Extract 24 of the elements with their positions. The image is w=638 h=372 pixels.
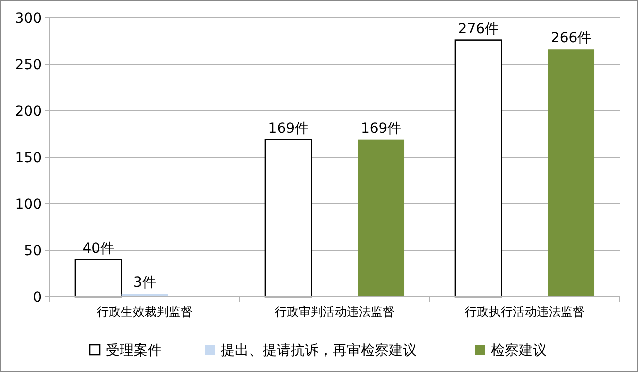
data-label: 266件 bbox=[550, 30, 592, 47]
y-tick-label: 200 bbox=[15, 104, 42, 120]
bar bbox=[548, 50, 595, 297]
legend-label: 检察建议 bbox=[491, 342, 547, 359]
y-tick-label: 100 bbox=[15, 196, 42, 213]
bar bbox=[264, 139, 312, 298]
y-tick-label: 150 bbox=[15, 150, 42, 166]
bar bbox=[358, 140, 405, 297]
data-label: 276件 bbox=[458, 21, 500, 38]
data-label: 3件 bbox=[134, 275, 156, 292]
y-tick-label: 50 bbox=[24, 243, 42, 260]
legend-label: 提出、提请抗诉，再审检察建议 bbox=[221, 342, 417, 359]
data-label: 40件 bbox=[82, 240, 115, 257]
bar bbox=[74, 259, 122, 298]
data-label: 169件 bbox=[268, 120, 310, 137]
y-tick-label: 0 bbox=[33, 290, 42, 306]
x-tick-label: 行政执行活动违法监督 bbox=[465, 305, 585, 319]
legend-label: 受理案件 bbox=[106, 342, 162, 359]
y-tick-label: 250 bbox=[15, 57, 42, 74]
x-tick-label: 行政生效裁判监督 bbox=[97, 305, 193, 319]
bar bbox=[454, 40, 502, 298]
x-tick-label: 行政审判活动违法监督 bbox=[275, 305, 395, 319]
data-label: 169件 bbox=[360, 120, 402, 137]
y-tick-label: 300 bbox=[15, 10, 42, 27]
